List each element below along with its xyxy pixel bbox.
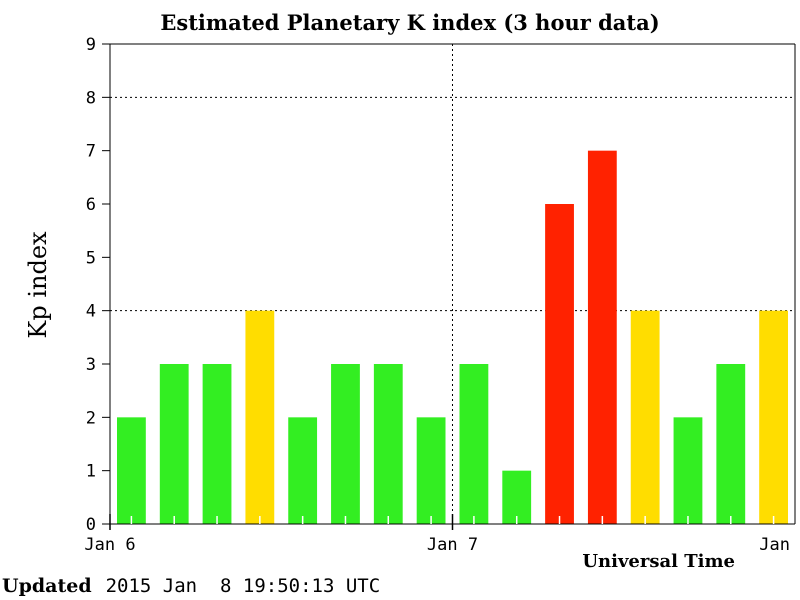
y-axis-label: Kp index	[24, 231, 52, 339]
bar-7	[416, 417, 446, 524]
y-tick-label-9: 9	[86, 35, 96, 55]
y-tick-label-8: 8	[86, 88, 96, 108]
bar-15	[759, 310, 788, 524]
x-tick-label-1: Jan 7	[427, 535, 478, 555]
x-tick-labels: Jan 6 Jan 7 Jan	[84, 535, 790, 555]
bar-14	[716, 364, 746, 524]
bar-3	[245, 310, 275, 524]
chart-title: Estimated Planetary K index (3 hour data…	[160, 10, 659, 35]
bar-10	[545, 204, 574, 524]
x-tick-label-0: Jan 6	[84, 535, 135, 555]
bar-11	[587, 150, 617, 524]
bar-13	[673, 417, 703, 524]
bar-9	[502, 470, 532, 524]
axes-layer	[102, 43, 796, 530]
update-footer: Updated 2015 Jan 8 19:50:13 UTC	[2, 575, 380, 597]
y-tick-label-0: 0	[86, 515, 96, 535]
x-tick-label-2: Jan	[759, 535, 790, 555]
update-label: Updated	[2, 575, 92, 597]
bar-0	[117, 417, 146, 524]
bar-1	[159, 364, 189, 524]
x-axis-label: Universal Time	[582, 551, 735, 572]
y-tick-label-3: 3	[86, 355, 96, 375]
bar-4	[288, 417, 318, 524]
y-tick-labels: 0 1 2 3 4 5 6 7 8 9	[86, 35, 96, 535]
bar-5	[331, 364, 360, 524]
bar-2	[202, 364, 232, 524]
bar-6	[373, 364, 403, 524]
bars-layer	[117, 150, 788, 524]
y-tick-label-2: 2	[86, 408, 96, 428]
y-tick-label-5: 5	[86, 248, 96, 268]
y-tick-label-1: 1	[86, 462, 96, 482]
bar-8	[459, 364, 489, 524]
y-tick-label-4: 4	[86, 302, 96, 322]
y-tick-label-7: 7	[86, 142, 96, 162]
update-timestamp: 2015 Jan 8 19:50:13 UTC	[106, 575, 381, 597]
y-tick-label-6: 6	[86, 195, 96, 215]
grid-layer	[110, 44, 795, 524]
bar-12	[630, 310, 660, 524]
